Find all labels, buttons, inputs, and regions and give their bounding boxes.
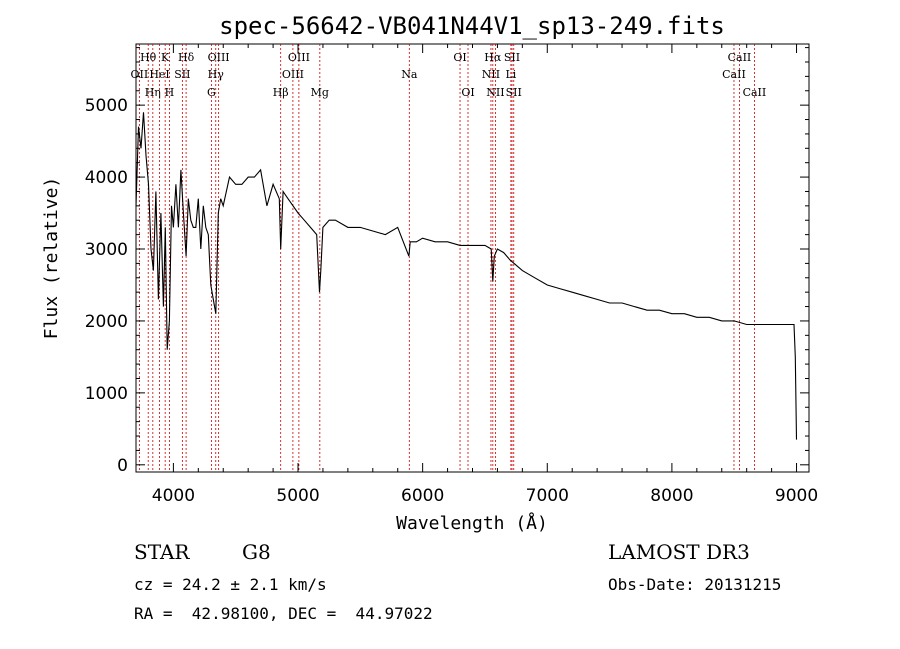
reference-line-labels: OII Hθ Hη HeI K H SII Hδ Hγ G OIII Hβ OIII OIII Mg Na OI… <box>131 51 767 99</box>
x-tick-label: 4000 <box>152 486 195 506</box>
plot-frame <box>135 43 810 473</box>
reference-line-label-6: SII <box>174 68 190 81</box>
reference-line-label-3: HeI <box>149 68 169 81</box>
redshift-value: cz = 24.2 ± 2.1 km/s <box>134 575 327 594</box>
y-tick-label: 1000 <box>85 384 128 404</box>
reference-line-label-13: OIII <box>288 51 310 64</box>
reference-line-label-0: OII <box>131 68 149 81</box>
reference-line-label-20: NII <box>486 86 504 99</box>
reference-line-label-21: Li <box>505 68 516 81</box>
reference-line-label-22: SII <box>504 51 520 64</box>
obs-date: Obs-Date: 20131215 <box>608 575 782 594</box>
object-subclass: G8 <box>242 540 271 564</box>
reference-line-label-19: Hα <box>484 51 502 64</box>
object-class: STAR <box>134 540 190 564</box>
x-tick-label: 6000 <box>401 486 444 506</box>
y-axis-ticks: 0 1000 2000 3000 4000 5000 <box>85 47 809 476</box>
x-axis-ticks: 4000 5000 6000 7000 8000 9000 <box>152 44 818 506</box>
reference-lines <box>138 44 755 472</box>
y-tick-label: 4000 <box>85 168 128 188</box>
y-axis-label: Flux (relative) <box>41 177 62 340</box>
y-tick-label: 2000 <box>85 312 128 332</box>
reference-line-label-4: K <box>161 51 170 64</box>
coordinates: RA = 42.98100, DEC = 44.97022 <box>134 604 433 623</box>
reference-line-label-26: CaII <box>743 86 767 99</box>
y-tick-label: 5000 <box>85 96 128 116</box>
x-tick-label: 5000 <box>276 486 319 506</box>
reference-line-label-25: CaII <box>728 51 752 64</box>
reference-line-label-5: H <box>165 86 175 99</box>
y-tick-label: 3000 <box>85 240 128 260</box>
reference-line-label-8: Hγ <box>208 68 225 81</box>
reference-line-label-16: OI <box>453 51 466 64</box>
x-tick-label: 9000 <box>775 486 818 506</box>
reference-line-label-10: OIII <box>208 51 230 64</box>
reference-line-label-1: Hθ <box>140 51 157 64</box>
reference-line-label-17: OI <box>461 86 474 99</box>
y-tick-label: 0 <box>117 456 128 476</box>
reference-line-label-23: SII <box>506 86 522 99</box>
survey-name: LAMOST DR3 <box>608 540 750 564</box>
reference-line-label-18: NII <box>482 68 500 81</box>
reference-line-label-7: Hδ <box>178 51 195 64</box>
reference-line-label-2: Hη <box>145 86 161 99</box>
x-axis-label: Wavelength (Å) <box>396 512 548 534</box>
x-tick-label: 8000 <box>650 486 693 506</box>
reference-line-label-15: Na <box>401 68 418 81</box>
reference-line-label-9: G <box>207 86 216 99</box>
reference-line-label-12: OIII <box>282 68 304 81</box>
reference-line-label-14: Mg <box>311 86 329 99</box>
x-tick-label: 7000 <box>526 486 569 506</box>
spectrum-series-line <box>135 112 798 440</box>
reference-line-label-24: CaII <box>722 68 746 81</box>
reference-line-label-11: Hβ <box>273 86 289 99</box>
chart-title: spec-56642-VB041N44V1_sp13-249.fits <box>219 12 725 40</box>
